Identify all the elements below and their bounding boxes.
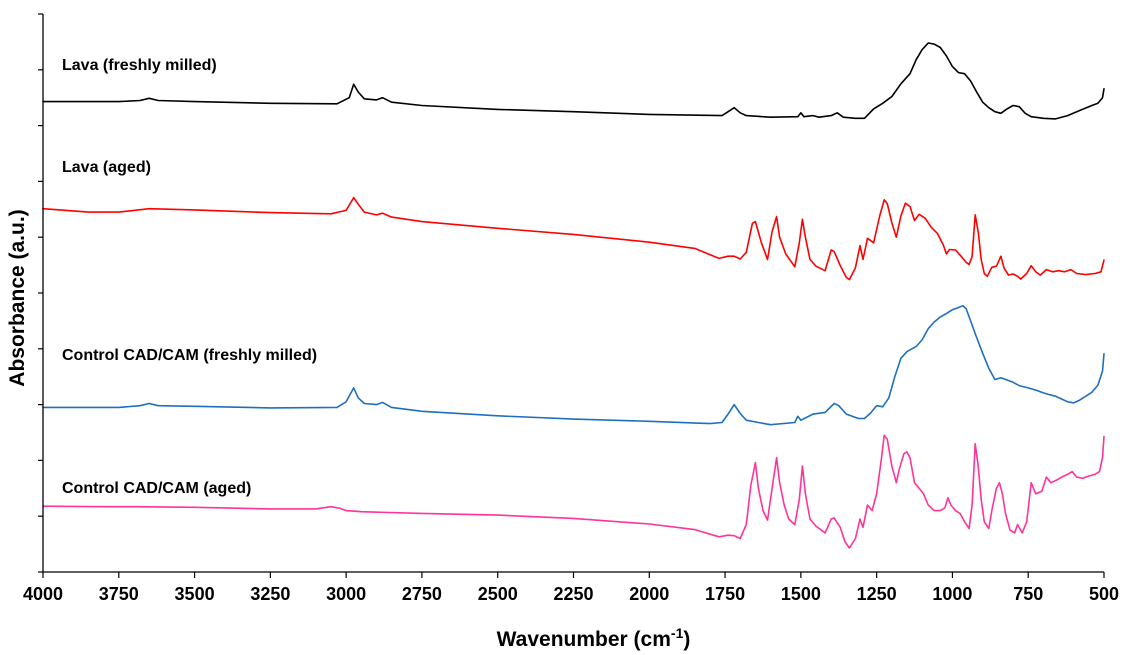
y-axis-title: Absorbance (a.u.) [6,209,29,386]
x-tick-label: 3750 [99,584,139,604]
series-line [42,305,1105,426]
series-label: Lava (aged) [62,159,151,176]
x-tick-label: 3250 [250,584,290,604]
x-tick-label: 3000 [326,584,366,604]
series-label: Control CAD/CAM (aged) [62,480,251,497]
x-tick-label: 1750 [705,584,745,604]
x-tick-label: 1250 [857,584,897,604]
series-line [42,42,1105,120]
x-axis-title-superscript: -1 [671,625,684,641]
x-axis-title-end: ) [683,628,690,651]
series-label: Control CAD/CAM (freshly milled) [62,347,317,364]
series-line [42,434,1105,549]
series-label-layer: Lava (freshly milled) Lava (aged) Control … [62,57,317,497]
x-axis-title-main: Wavenumber (cm [497,628,671,651]
x-tick-label: 500 [1089,584,1119,604]
x-tick-label: 3500 [175,584,215,604]
x-tick-label: 2000 [629,584,669,604]
x-tick-label: 1500 [781,584,821,604]
x-axis-ticks [42,572,1105,578]
series-line [42,196,1105,281]
x-tick-label: 2750 [402,584,442,604]
x-tick-label: 2500 [478,584,518,604]
series-layer [42,42,1105,549]
x-axis-title: Wavenumber (cm-1) [497,625,691,651]
series-label: Lava (freshly milled) [62,57,217,74]
x-tick-label: 750 [1013,584,1043,604]
x-tick-label: 1000 [932,584,972,604]
x-axis-tick-labels: 4000 3750 3500 3250 3000 2750 2500 2250 2000 1750… [23,584,1119,604]
x-tick-label: 4000 [23,584,63,604]
y-axis-ticks [38,13,43,573]
x-tick-label: 2250 [553,584,593,604]
